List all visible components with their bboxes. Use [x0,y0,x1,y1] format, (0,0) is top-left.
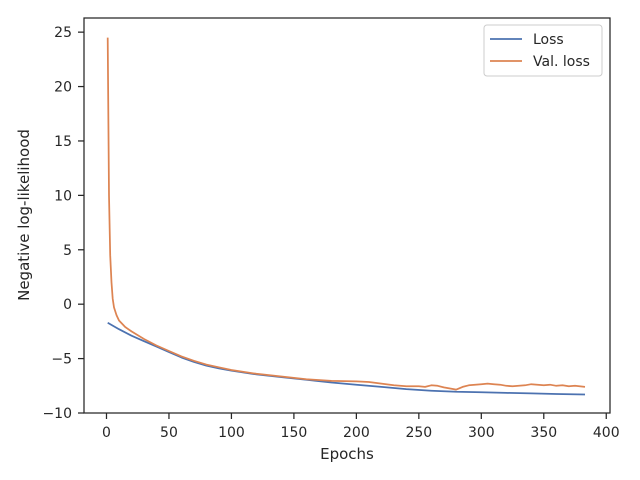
x-tick-label: 350 [530,425,557,441]
series-line-val-loss [106,37,586,391]
x-tick-label: 400 [593,425,620,441]
x-tick-label: 50 [160,425,178,441]
y-tick-label: −5 [51,352,72,368]
x-tick-label: 0 [102,425,111,441]
y-tick-label: 25 [54,25,72,41]
y-tick-label: 5 [63,243,72,259]
x-axis: 0 50 100 150 200 250 300 350 400 [102,413,620,441]
series-lines [106,37,586,396]
y-tick-label: 20 [54,80,72,96]
y-tick-label: 15 [54,134,72,150]
x-tick-label: 200 [343,425,370,441]
x-tick-label: 250 [405,425,432,441]
y-axis-label: Negative log-likelihood [15,129,33,301]
x-axis-label: Epochs [320,445,374,463]
y-tick-label: −10 [42,406,72,422]
y-tick-label: 10 [54,188,72,204]
x-tick-label: 300 [468,425,495,441]
y-tick-label: 0 [63,297,72,313]
legend-box [483,24,603,77]
legend: Loss Val. loss [483,24,603,77]
y-axis: −10 −5 0 5 10 15 20 25 [42,25,84,422]
legend-label-val-loss: Val. loss [533,54,590,70]
legend-label-loss: Loss [533,32,564,48]
x-tick-label: 150 [281,425,308,441]
x-tick-label: 100 [218,425,245,441]
plot-area [83,17,611,414]
